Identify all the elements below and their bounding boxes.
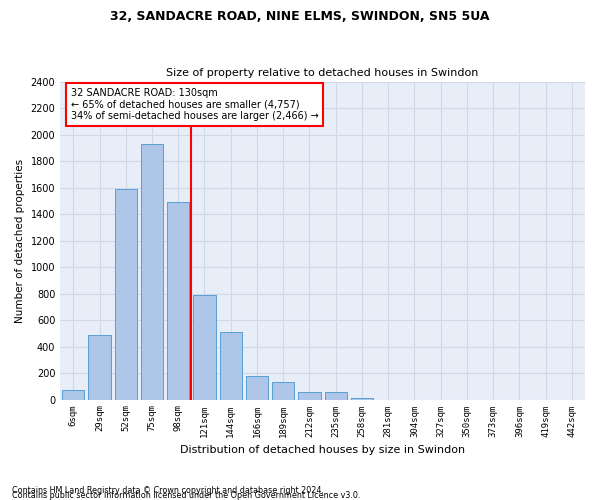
- Bar: [220, 332, 242, 400]
- Y-axis label: Number of detached properties: Number of detached properties: [15, 158, 25, 322]
- X-axis label: Distribution of detached houses by size in Swindon: Distribution of detached houses by size …: [180, 445, 465, 455]
- Title: Size of property relative to detached houses in Swindon: Size of property relative to detached ho…: [166, 68, 479, 78]
- Bar: [62, 390, 85, 400]
- Bar: [298, 392, 320, 400]
- Bar: [115, 189, 137, 400]
- Bar: [167, 202, 190, 400]
- Bar: [351, 398, 373, 400]
- Bar: [325, 392, 347, 400]
- Text: 32 SANDACRE ROAD: 130sqm
← 65% of detached houses are smaller (4,757)
34% of sem: 32 SANDACRE ROAD: 130sqm ← 65% of detach…: [71, 88, 319, 121]
- Bar: [272, 382, 295, 400]
- Bar: [246, 376, 268, 400]
- Bar: [88, 334, 110, 400]
- Text: 32, SANDACRE ROAD, NINE ELMS, SWINDON, SN5 5UA: 32, SANDACRE ROAD, NINE ELMS, SWINDON, S…: [110, 10, 490, 23]
- Bar: [193, 295, 215, 400]
- Text: Contains public sector information licensed under the Open Government Licence v3: Contains public sector information licen…: [12, 491, 361, 500]
- Bar: [141, 144, 163, 400]
- Text: Contains HM Land Registry data © Crown copyright and database right 2024.: Contains HM Land Registry data © Crown c…: [12, 486, 324, 495]
